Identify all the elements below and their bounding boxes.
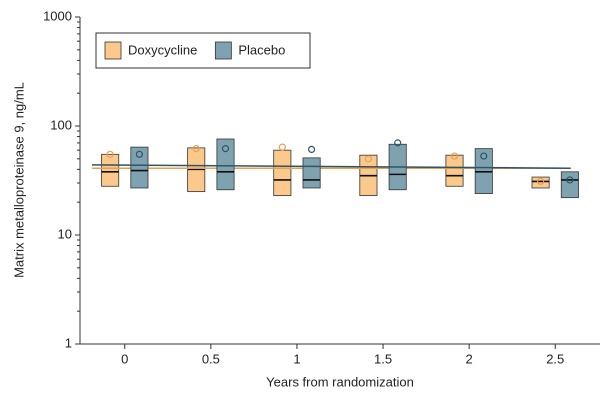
- x-tick-label: 1: [293, 351, 300, 366]
- mean-marker: [536, 177, 545, 186]
- legend-swatch: [214, 41, 232, 60]
- y-tick-label: 1: [65, 335, 72, 350]
- x-tick-label: 0.5: [202, 351, 220, 366]
- mean-marker: [192, 145, 200, 153]
- x-axis-label: Years from randomization: [266, 374, 414, 389]
- y-axis-label: Matrix metalloproteinase 9, ng/mL: [11, 82, 26, 278]
- mean-marker: [394, 139, 402, 147]
- mean-marker: [566, 176, 574, 184]
- box: [302, 157, 321, 189]
- box: [445, 154, 464, 187]
- mean-marker: [480, 152, 488, 160]
- box: [560, 171, 579, 199]
- legend-label: Placebo: [238, 42, 285, 57]
- box: [216, 138, 235, 191]
- box: [273, 149, 292, 196]
- legend-box: [95, 32, 311, 69]
- mean-marker: [135, 150, 144, 158]
- mean-marker: [450, 152, 459, 160]
- x-tick-label: 2: [466, 351, 473, 366]
- y-tick-label: 1000: [43, 8, 72, 23]
- mean-marker: [364, 155, 373, 163]
- trend-line: [92, 164, 571, 169]
- legend-label: Doxycycline: [128, 42, 197, 57]
- box: [531, 176, 550, 189]
- x-tick-label: 0: [121, 351, 128, 366]
- x-tick-label: 2.5: [546, 351, 564, 366]
- y-tick-label: 100: [50, 117, 72, 132]
- y-tick-label: 10: [58, 226, 72, 241]
- mean-marker: [106, 150, 114, 158]
- x-tick-label: 1.5: [374, 351, 392, 366]
- box: [130, 146, 149, 189]
- mean-marker: [278, 143, 286, 151]
- box: [101, 153, 120, 187]
- legend-swatch: [104, 41, 122, 60]
- mean-marker: [221, 145, 230, 153]
- mean-marker: [307, 145, 316, 153]
